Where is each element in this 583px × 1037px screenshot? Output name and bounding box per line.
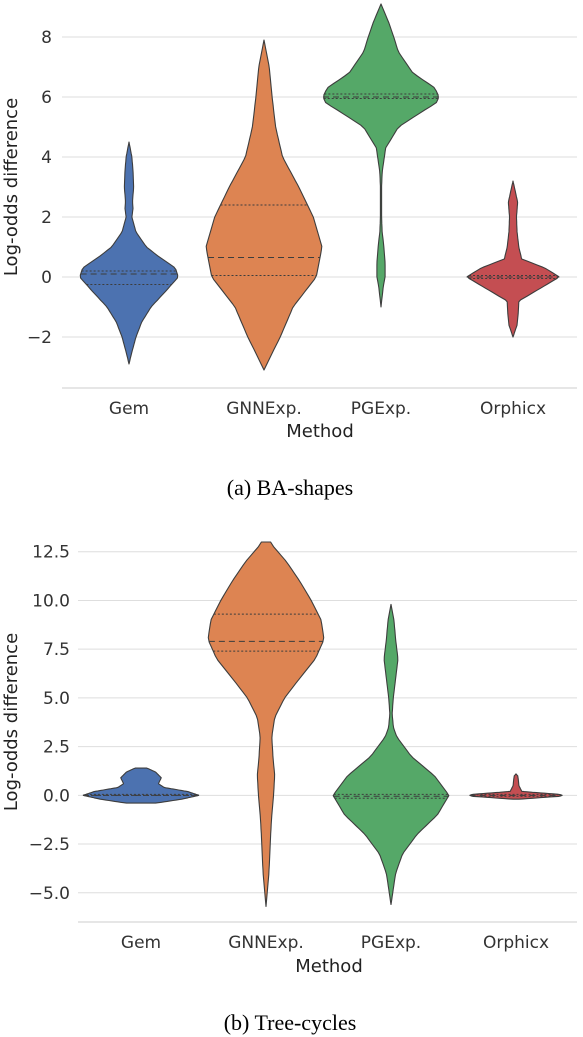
panel-tree-cycles: −5.0 −2.5 0.0 2.5 5.0 7.5 10.0 12.5 Gem GNNExp. P… [1,541,577,1035]
y-tick-label: 5.0 [43,689,70,709]
violin-orphicx [469,773,563,800]
y-tick-label: 7.5 [43,640,70,660]
y-gridlines [78,551,577,894]
panel-ba-shapes: −2 0 2 4 6 8 Gem GNNExp. PGExp. Orphicx Method L… [1,3,577,500]
y-tick-label: 4 [41,148,52,168]
y-tick-label: 2.5 [43,738,70,758]
x-tick-labels: Gem GNNExp. PGExp. Orphicx [109,399,546,419]
caption-ba-shapes: (a) BA-shapes [227,475,353,500]
x-tick-label: GNNExp. [228,933,304,953]
x-tick-label: PGExp. [351,399,411,419]
violin-gem [82,767,200,804]
violins [79,3,560,371]
x-axis-label: Method [286,421,354,442]
violin-pgexp [332,603,450,906]
violin-gnnexp [205,39,323,371]
violin-orphicx [466,180,560,338]
y-axis-label: Log-odds difference [1,633,22,811]
violin-gem [79,141,179,365]
y-tick-label: 2 [41,208,52,228]
y-tick-label: 8 [41,28,52,48]
x-tick-label: Gem [109,399,149,419]
y-tick-label: −2 [27,328,52,348]
violin-gnnexp [207,541,325,907]
y-tick-label: 6 [41,88,52,108]
x-tick-label: Gem [121,933,161,953]
y-axis-label: Log-odds difference [1,98,22,276]
x-tick-label: Orphicx [483,933,549,953]
y-tick-label: −5.0 [29,884,70,904]
y-tick-label: 12.5 [32,543,70,563]
caption-tree-cycles: (b) Tree-cycles [224,1010,357,1035]
y-tick-labels: −5.0 −2.5 0.0 2.5 5.0 7.5 10.0 12.5 [29,543,70,904]
y-tick-label: 0 [41,268,52,288]
violin-pgexp [323,3,439,308]
violins [82,541,563,907]
x-tick-label: PGExp. [361,933,421,953]
y-tick-label: −2.5 [29,835,70,855]
x-tick-label: Orphicx [480,399,546,419]
x-tick-labels: Gem GNNExp. PGExp. Orphicx [121,933,549,953]
y-tick-label: 0.0 [43,786,70,806]
x-axis-label: Method [295,956,363,977]
y-tick-labels: −2 0 2 4 6 8 [27,28,52,348]
y-tick-label: 10.0 [32,591,70,611]
x-tick-label: GNNExp. [226,399,302,419]
